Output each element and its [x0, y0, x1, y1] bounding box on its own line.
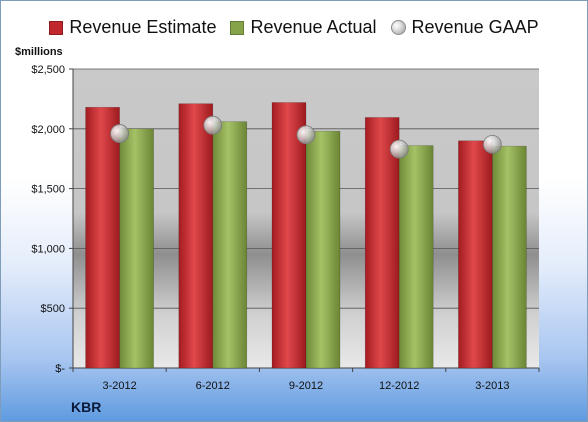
- marker-revenue-gaap: [203, 115, 223, 135]
- legend-swatch-revenue-estimate: [49, 20, 64, 35]
- legend-item-revenue-gaap: Revenue GAAP: [390, 17, 539, 38]
- marker-revenue-gaap: [110, 124, 129, 143]
- bar-revenue-actual: [398, 145, 434, 369]
- y-tick-label: $1,500: [31, 184, 65, 196]
- bar-revenue-actual: [305, 130, 341, 369]
- marker-revenue-gaap: [482, 134, 502, 154]
- legend-label-revenue-actual: Revenue Actual: [250, 17, 377, 37]
- y-axis-unit-label: $millions: [15, 46, 63, 58]
- y-tick-label: $1,000: [31, 243, 65, 255]
- bar-revenue-actual: [492, 145, 527, 369]
- legend-swatch-revenue-gaap: [390, 20, 406, 35]
- x-tick-label: 6-2012: [196, 380, 230, 392]
- x-tick-label: 9-2012: [289, 380, 323, 392]
- legend-item-revenue-actual: Revenue Actual: [230, 17, 377, 38]
- bar-revenue-actual: [119, 128, 154, 369]
- y-tick-label: $2,000: [31, 124, 65, 136]
- legend-item-revenue-estimate: Revenue Estimate: [49, 17, 216, 38]
- y-tick-label: $-: [55, 363, 65, 375]
- x-tick-label: 3-2012: [102, 380, 136, 392]
- bar-revenue-actual: [212, 121, 248, 369]
- x-tick-label: 3-2013: [475, 380, 509, 392]
- y-tick-label: $500: [41, 303, 65, 315]
- x-tick-label: 12-2012: [379, 380, 419, 392]
- bar-revenue-estimate: [178, 103, 214, 369]
- y-tick-label: $2,500: [31, 64, 65, 76]
- bar-revenue-estimate: [364, 117, 400, 369]
- company-label: KBR: [71, 399, 102, 415]
- marker-revenue-gaap: [296, 125, 316, 145]
- legend-label-revenue-estimate: Revenue Estimate: [69, 17, 217, 37]
- legend-label-revenue-gaap: Revenue GAAP: [411, 17, 539, 37]
- bar-revenue-estimate: [271, 102, 307, 369]
- bar-revenue-estimate: [458, 140, 493, 369]
- legend-swatch-revenue-actual: [230, 20, 245, 35]
- marker-revenue-gaap: [389, 139, 409, 159]
- bar-revenue-estimate: [85, 106, 120, 369]
- chart-legend: Revenue Estimate Revenue Actual Revenue …: [1, 17, 587, 38]
